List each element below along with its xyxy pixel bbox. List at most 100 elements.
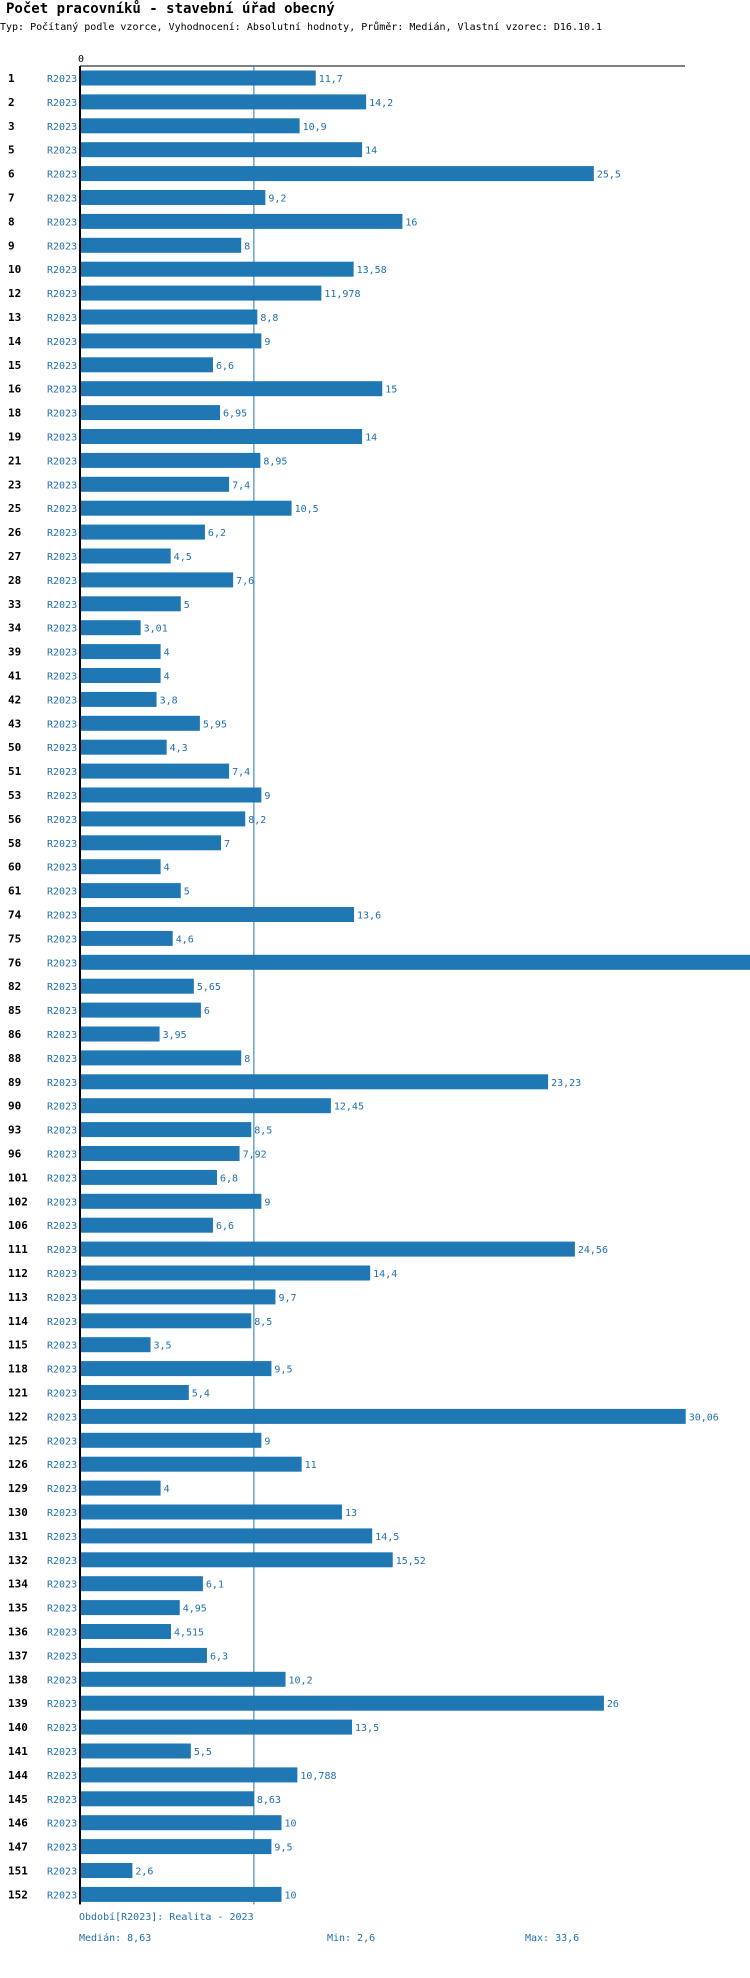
series-label: R2023 [47,1365,77,1376]
category-label: 25 [8,502,21,515]
data-label: 3,5 [154,1341,172,1352]
series-label: R2023 [47,194,77,205]
chart-title: Počet pracovníků - stavební úřad obecný [6,1,335,17]
category-label: 136 [8,1626,28,1639]
series-label: R2023 [47,982,77,993]
series-label: R2023 [47,1150,77,1161]
data-label: 5,5 [194,1747,212,1758]
category-label: 2 [8,96,15,109]
category-label: 75 [8,932,21,945]
category-label: 41 [8,670,22,683]
series-label: R2023 [47,576,77,587]
category-label: 3 [8,120,15,133]
series-label: R2023 [47,552,77,563]
data-label: 8 [244,241,250,252]
data-label: 4,5 [174,552,192,563]
series-label: R2023 [47,1412,77,1423]
series-label: R2023 [47,887,77,898]
data-label: 6,2 [208,528,226,539]
data-label: 5 [184,600,190,611]
bar [80,1863,133,1878]
data-label: 13,6 [357,911,381,922]
category-label: 112 [8,1267,28,1280]
data-label: 3,95 [163,1030,187,1041]
data-label: 10,2 [289,1675,313,1686]
data-label: 5,65 [197,982,221,993]
series-label: R2023 [47,313,77,324]
category-label: 146 [8,1817,28,1830]
data-label: 7,6 [236,576,254,587]
data-label: 23,23 [551,1078,581,1089]
category-label: 132 [8,1554,28,1567]
bar [80,452,261,468]
category-label: 145 [8,1793,28,1806]
category-label: 7 [8,192,15,205]
bar [80,1791,254,1807]
bar [80,1480,161,1496]
bar [80,94,367,110]
category-label: 122 [8,1410,28,1423]
data-label: 4 [164,672,170,683]
data-label: 4,515 [174,1628,204,1639]
bar [80,1719,353,1735]
data-label: 9,5 [274,1365,292,1376]
category-label: 106 [8,1219,28,1232]
data-label: 14 [365,433,377,444]
series-label: R2023 [47,1532,77,1543]
data-label: 2,6 [135,1867,153,1878]
data-label: 16 [405,217,417,228]
series-label: R2023 [47,1341,77,1352]
bar [80,405,221,421]
data-label: 5,95 [203,719,227,730]
data-label: 9 [264,337,270,348]
series-label: R2023 [47,1197,77,1208]
data-label: 3,01 [144,624,168,635]
series-label: R2023 [47,1126,77,1137]
series-label: R2023 [47,74,77,85]
series-label: R2023 [47,911,77,922]
data-label: 7 [224,839,230,850]
data-label: 10 [285,1819,297,1830]
bar [80,763,230,779]
bar [80,811,246,827]
series-label: R2023 [47,1078,77,1089]
bar [80,309,258,325]
category-label: 126 [8,1458,28,1471]
data-label: 8,8 [260,313,278,324]
data-label: 8 [244,1054,250,1065]
bar [80,1647,207,1663]
category-label: 101 [8,1171,28,1184]
data-label: 9,2 [268,194,286,205]
series-label: R2023 [47,1556,77,1567]
data-label: 9 [264,1197,270,1208]
series-label: R2023 [47,289,77,300]
bar [80,1456,302,1472]
data-label: 4,95 [183,1604,207,1615]
category-label: 131 [8,1530,28,1543]
data-label: 6 [204,1006,210,1017]
bar [80,1432,262,1448]
series-label: R2023 [47,1006,77,1017]
data-label: 26 [607,1699,619,1710]
bar [80,954,750,970]
series-label: R2023 [47,385,77,396]
series-label: R2023 [47,1173,77,1184]
category-label: 144 [8,1769,28,1782]
bar [80,715,200,731]
data-label: 25,5 [597,170,621,181]
bar [80,1074,549,1090]
category-label: 137 [8,1649,28,1662]
data-label: 6,8 [220,1173,238,1184]
data-label: 15,52 [396,1556,426,1567]
data-label: 9,7 [278,1293,296,1304]
bar [80,381,383,397]
series-label: R2023 [47,528,77,539]
series-label: R2023 [47,1508,77,1519]
series-label: R2023 [47,1317,77,1328]
category-label: 113 [8,1291,28,1304]
chart-subtitle: Typ: Počítaný podle vzorce, Vyhodnocení:… [0,22,603,33]
category-label: 85 [8,1004,21,1017]
series-label: R2023 [47,672,77,683]
series-label: R2023 [47,361,77,372]
series-label: R2023 [47,409,77,420]
